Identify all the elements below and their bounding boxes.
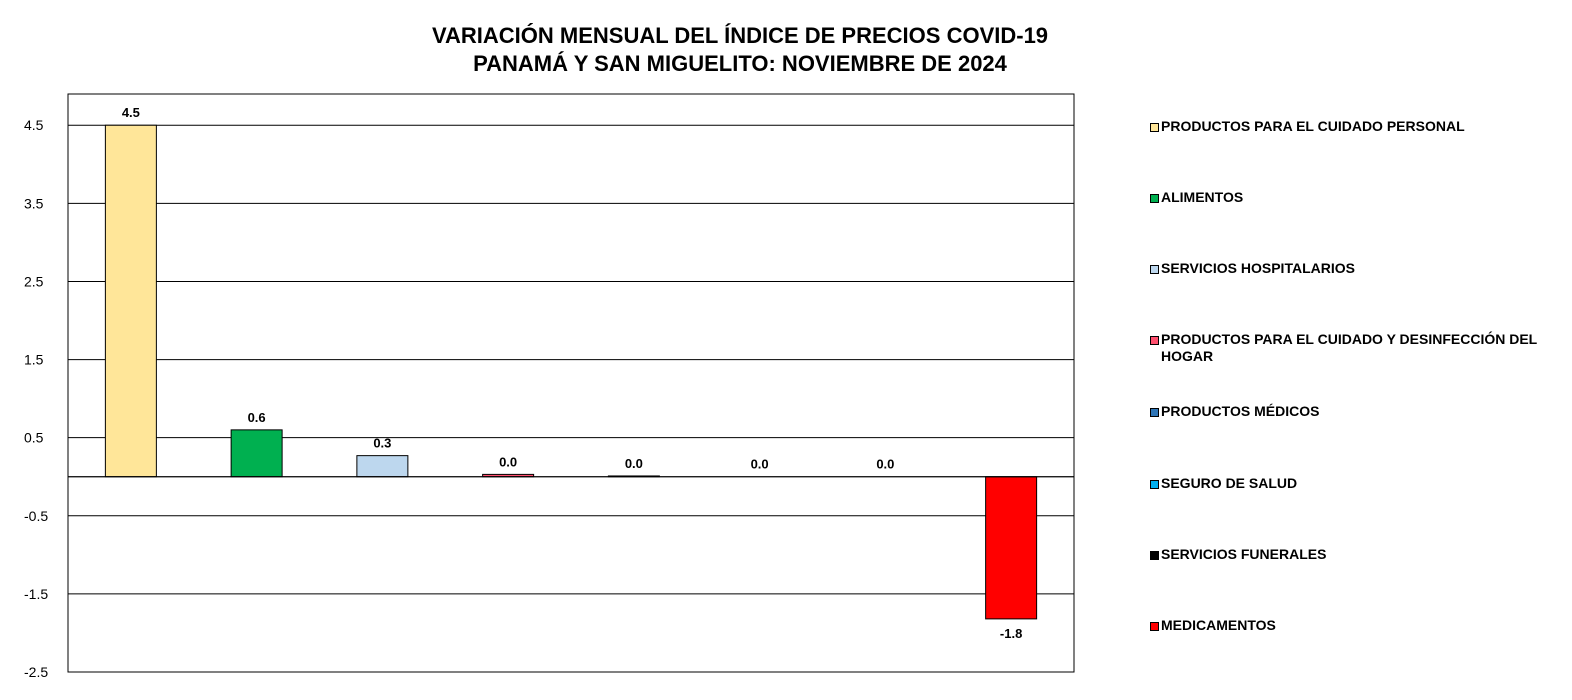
chart-title: VARIACIÓN MENSUAL DEL ÍNDICE DE PRECIOS … xyxy=(340,22,1140,78)
chart-title-line-1: VARIACIÓN MENSUAL DEL ÍNDICE DE PRECIOS … xyxy=(431,23,1049,48)
bars xyxy=(104,124,1038,620)
legend-item: PRODUCTOS PARA EL CUIDADO PERSONAL xyxy=(1150,118,1550,135)
y-axis-tick-labels: -2.5 -1.5 -0.5 0.5 1.5 2.5 3.5 4.5 xyxy=(24,117,48,680)
data-label: 0.0 xyxy=(625,456,643,471)
legend-item: PRODUCTOS PARA EL CUIDADO Y DESINFECCIÓN… xyxy=(1150,331,1550,365)
legend-swatch xyxy=(1150,194,1159,203)
legend-item: SEGURO DE SALUD xyxy=(1150,475,1550,492)
legend-item: ALIMENTOS xyxy=(1150,189,1550,206)
legend-label: PRODUCTOS MÉDICOS xyxy=(1161,403,1320,419)
y-tick-label: 0.5 xyxy=(24,430,44,446)
legend-label: MEDICAMENTOS xyxy=(1161,617,1276,633)
legend-swatch xyxy=(1150,336,1159,345)
legend-label: SERVICIOS FUNERALES xyxy=(1161,546,1327,562)
data-label: 0.3 xyxy=(373,436,391,451)
legend-label: PRODUCTOS PARA EL CUIDADO Y DESINFECCIÓN… xyxy=(1161,331,1537,364)
plot-area-frame xyxy=(67,93,1075,673)
gridlines xyxy=(68,124,1074,673)
data-label: 0.0 xyxy=(751,457,769,472)
legend-item: MEDICAMENTOS xyxy=(1150,617,1550,634)
legend-label: PRODUCTOS PARA EL CUIDADO PERSONAL xyxy=(1161,118,1465,134)
data-label: 0.6 xyxy=(248,410,266,425)
y-tick-label: 4.5 xyxy=(24,117,44,133)
legend-swatch xyxy=(1150,123,1159,132)
y-tick-label: 2.5 xyxy=(24,273,44,289)
data-label: 0.0 xyxy=(499,454,517,469)
legend-item: SERVICIOS FUNERALES xyxy=(1150,546,1550,563)
legend-item: PRODUCTOS MÉDICOS xyxy=(1150,403,1550,420)
legend-swatch xyxy=(1150,622,1159,631)
data-label: 4.5 xyxy=(122,105,140,120)
legend-label: ALIMENTOS xyxy=(1161,189,1244,205)
y-tick-label: -2.5 xyxy=(24,664,48,680)
y-tick-label: 1.5 xyxy=(24,352,44,368)
legend-label: SEGURO DE SALUD xyxy=(1161,475,1298,491)
legend-swatch xyxy=(1150,551,1159,560)
legend-label: SERVICIOS HOSPITALARIOS xyxy=(1161,260,1355,276)
bar xyxy=(104,124,157,478)
y-tick-label: -0.5 xyxy=(24,508,48,524)
y-tick-label: 3.5 xyxy=(24,195,44,211)
data-label: 0.0 xyxy=(876,457,894,472)
data-label: -1.8 xyxy=(1000,626,1022,641)
y-tick-label: -1.5 xyxy=(24,586,48,602)
chart-title-line-2: PANAMÁ Y SAN MIGUELITO: NOVIEMBRE DE 202… xyxy=(473,51,1007,76)
legend-swatch xyxy=(1150,265,1159,274)
data-labels: 4.5 0.6 0.3 0.0 0.0 0.0 0.0 -1.8 xyxy=(122,105,1022,641)
bar xyxy=(230,429,283,478)
bar xyxy=(985,476,1038,620)
legend-swatch xyxy=(1150,408,1159,417)
bar xyxy=(356,455,409,478)
legend-item: SERVICIOS HOSPITALARIOS xyxy=(1150,260,1550,277)
legend-swatch xyxy=(1150,480,1159,489)
